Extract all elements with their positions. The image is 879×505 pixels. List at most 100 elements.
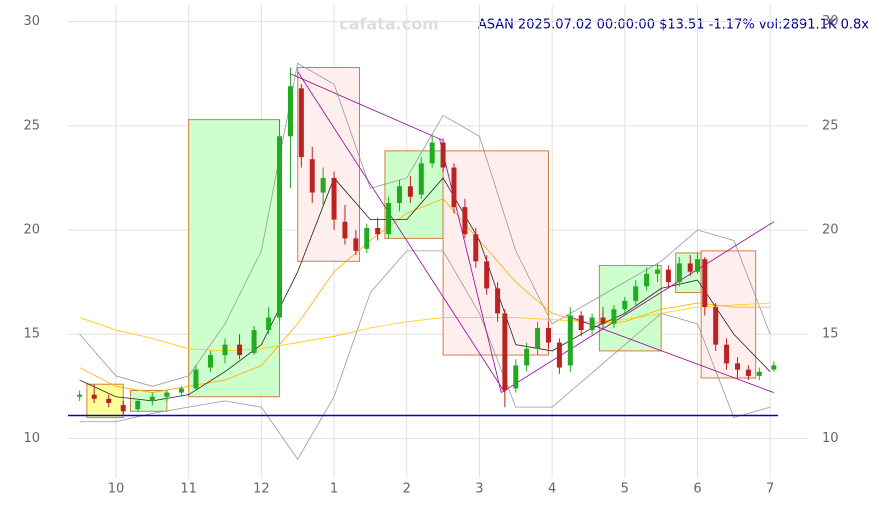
y-tick-label: 30 (23, 14, 40, 29)
candle-body (556, 342, 562, 368)
zone (442, 150, 549, 356)
candle-body (622, 300, 628, 310)
x-tick-label: 3 (475, 482, 483, 497)
candle-body (687, 263, 693, 272)
candle-body (734, 363, 740, 370)
x-tick-label: 1 (330, 482, 338, 497)
candle-body (287, 86, 293, 137)
trend-line (566, 315, 774, 393)
candle-body (309, 159, 315, 193)
candle-body (320, 177, 326, 193)
indicator-line (79, 62, 771, 387)
candle-body (600, 317, 606, 324)
candle-body (589, 317, 595, 331)
x-tick-label: 5 (621, 482, 629, 497)
candle-body (266, 317, 272, 331)
candle-body (149, 396, 155, 401)
candle-body (77, 394, 83, 397)
indicator-line (79, 302, 771, 352)
candle-body (633, 286, 639, 301)
x-tick-label: 11 (180, 482, 197, 497)
candle-body (676, 263, 682, 283)
candle-body (298, 88, 304, 158)
y-tick-label-right: 25 (822, 118, 839, 133)
candle-body (713, 307, 719, 345)
candle-body (164, 392, 170, 397)
candle-body (535, 327, 541, 349)
candle-body (251, 330, 257, 353)
candle-body (375, 227, 381, 235)
candle-body (407, 186, 413, 197)
y-tick-label-right: 15 (822, 327, 839, 342)
candle-body (462, 207, 468, 235)
candle-body (644, 273, 650, 287)
chart-title: ASAN 2025.07.02 00:00:00 $13.51 -1.17% v… (478, 18, 869, 33)
candle-body (207, 355, 213, 368)
trend-line (501, 221, 775, 393)
candle-body (353, 238, 359, 251)
candle-body (611, 309, 617, 324)
candle-body (665, 269, 671, 283)
zone (188, 119, 281, 398)
y-tick-label-right: 20 (822, 223, 839, 238)
trend-line (290, 73, 444, 141)
zone (384, 150, 444, 239)
x-tick-label: 4 (548, 482, 556, 497)
candle-body (120, 405, 126, 412)
candle-body (545, 327, 551, 343)
y-tick-label-right: 10 (822, 431, 839, 446)
candle-body (578, 315, 584, 331)
x-tick-label: 12 (253, 482, 270, 497)
candle-body (502, 313, 508, 391)
candle-body (178, 388, 184, 393)
candle-body (222, 344, 228, 356)
x-tick-label: 10 (108, 482, 125, 497)
indicator-line (79, 250, 771, 460)
candle-body (724, 344, 730, 364)
candle-body (91, 394, 97, 399)
candle-body (567, 315, 573, 366)
candle-body (418, 163, 424, 195)
candle-body (440, 142, 446, 168)
y-tick-label: 20 (23, 223, 40, 238)
candle-body (513, 365, 519, 389)
plot (68, 5, 808, 478)
candle-body (396, 186, 402, 203)
y-tick-label: 15 (23, 327, 40, 342)
x-tick-label: 6 (693, 482, 701, 497)
watermark: cafata.com (339, 15, 439, 34)
candle-body (342, 221, 348, 239)
candle-body (695, 259, 701, 272)
trend-line (297, 71, 506, 393)
candle-body (331, 177, 337, 220)
candle-body (386, 202, 392, 235)
x-tick-label: 7 (766, 482, 774, 497)
candle-body (451, 167, 457, 208)
candle-body (771, 365, 777, 370)
zone (297, 67, 360, 262)
zone (86, 383, 124, 419)
candle-body (484, 261, 490, 289)
candle-body (237, 344, 243, 356)
candle-body (473, 234, 479, 262)
candle-body (756, 371, 762, 376)
candle-body (655, 269, 661, 274)
candle-body (106, 398, 112, 403)
candle-body (524, 348, 530, 366)
indicator-line (79, 177, 771, 402)
candle-body (745, 369, 751, 376)
candle-body (277, 136, 283, 318)
candle-body (193, 369, 199, 389)
x-tick-label: 2 (403, 482, 411, 497)
y-tick-label-right: 30 (822, 14, 839, 29)
candle-body (135, 400, 141, 410)
candle-body (364, 227, 370, 249)
candle-body (429, 142, 435, 164)
y-tick-label: 10 (23, 431, 40, 446)
y-tick-label: 25 (23, 118, 40, 133)
candle-body (495, 288, 501, 314)
zone (598, 264, 662, 352)
candle-body (702, 259, 708, 308)
trend-line (439, 138, 502, 393)
